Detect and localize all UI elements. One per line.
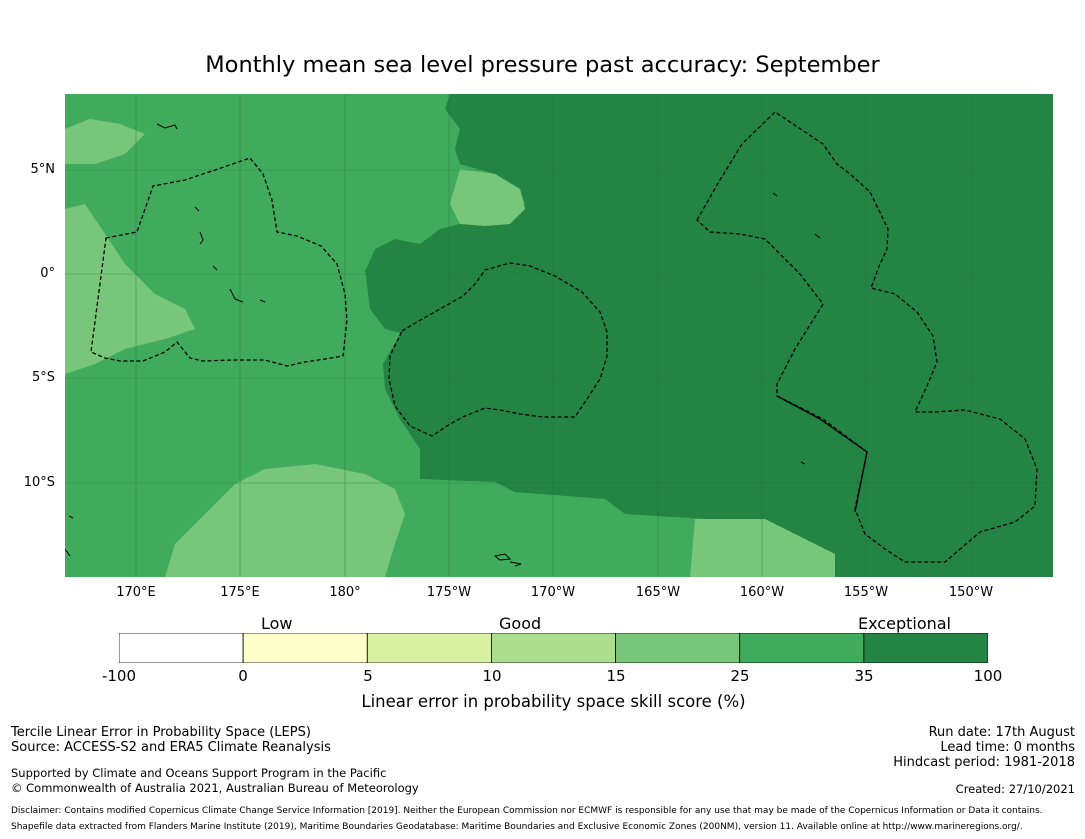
lon-label-170w: 170°W	[530, 585, 576, 600]
eez-boundary-solid	[776, 395, 868, 513]
lead-time: Lead time: 0 months	[940, 740, 1075, 755]
lat-label-0: 0°	[40, 266, 55, 281]
tick-label: 10	[482, 667, 502, 685]
gridlines	[65, 94, 1053, 577]
lon-label-175e: 175°E	[220, 585, 260, 600]
region-good-west	[65, 204, 195, 374]
colorbar-segment	[863, 633, 988, 663]
colorbar-segment	[242, 633, 368, 663]
category-good: Good	[499, 614, 542, 633]
copyright-text: © Commonwealth of Australia 2021, Austra…	[11, 781, 419, 795]
eez-boundary-center	[388, 262, 608, 437]
lon-label-170e: 170°E	[116, 585, 156, 600]
lat-label-5s: 5°S	[31, 370, 55, 385]
lon-label-180: 180°	[329, 585, 361, 600]
skill-score-map	[65, 94, 1053, 577]
colorbar-segment	[615, 633, 741, 663]
shapefile-text: Shapefile data extracted from Flanders M…	[11, 822, 1023, 832]
tick-label: 0	[238, 667, 248, 685]
eez-boundary-east	[696, 111, 1038, 563]
tick-label: 15	[606, 667, 626, 685]
map-title: Monthly mean sea level pressure past acc…	[205, 52, 880, 78]
region-good-north	[450, 169, 525, 226]
disclaimer-text: Disclaimer: Contains modified Copernicus…	[11, 806, 1043, 816]
category-exceptional: Exceptional	[858, 614, 951, 633]
hindcast-period: Hindcast period: 1981-2018	[893, 755, 1075, 770]
support-text: Supported by Climate and Oceans Support …	[11, 766, 387, 780]
region-good-northwest	[65, 119, 145, 164]
lat-label-5n: 5°N	[30, 162, 56, 177]
run-date: Run date: 17th August	[928, 725, 1075, 740]
region-exceptional	[365, 94, 1053, 577]
colorbar-segment	[119, 633, 244, 663]
lon-label-155w: 155°W	[843, 585, 889, 600]
source-text: Source: ACCESS-S2 and ERA5 Climate Reana…	[11, 740, 331, 755]
lat-label-10s: 10°S	[23, 475, 55, 490]
lon-label-160w: 160°W	[739, 585, 785, 600]
method-text: Tercile Linear Error in Probability Spac…	[11, 725, 311, 740]
islands	[65, 123, 821, 567]
colorbar-segment	[739, 633, 865, 663]
tick-label: 25	[730, 667, 750, 685]
category-low: Low	[261, 614, 293, 633]
tick-label: 5	[363, 667, 373, 685]
eez-boundary-west	[90, 157, 348, 367]
colorbar-label: Linear error in probability space skill …	[361, 692, 746, 711]
lon-label-150w: 150°W	[948, 585, 994, 600]
lon-label-175w: 175°W	[426, 585, 472, 600]
tick-label: -100	[101, 667, 137, 685]
colorbar	[119, 633, 988, 663]
region-good-southeast	[690, 519, 835, 577]
tick-label: 35	[854, 667, 874, 685]
colorbar-segment	[491, 633, 616, 663]
colorbar-segment	[366, 633, 492, 663]
lon-label-165w: 165°W	[635, 585, 681, 600]
created-date: Created: 27/10/2021	[955, 782, 1075, 796]
tick-label: 100	[973, 667, 1003, 685]
